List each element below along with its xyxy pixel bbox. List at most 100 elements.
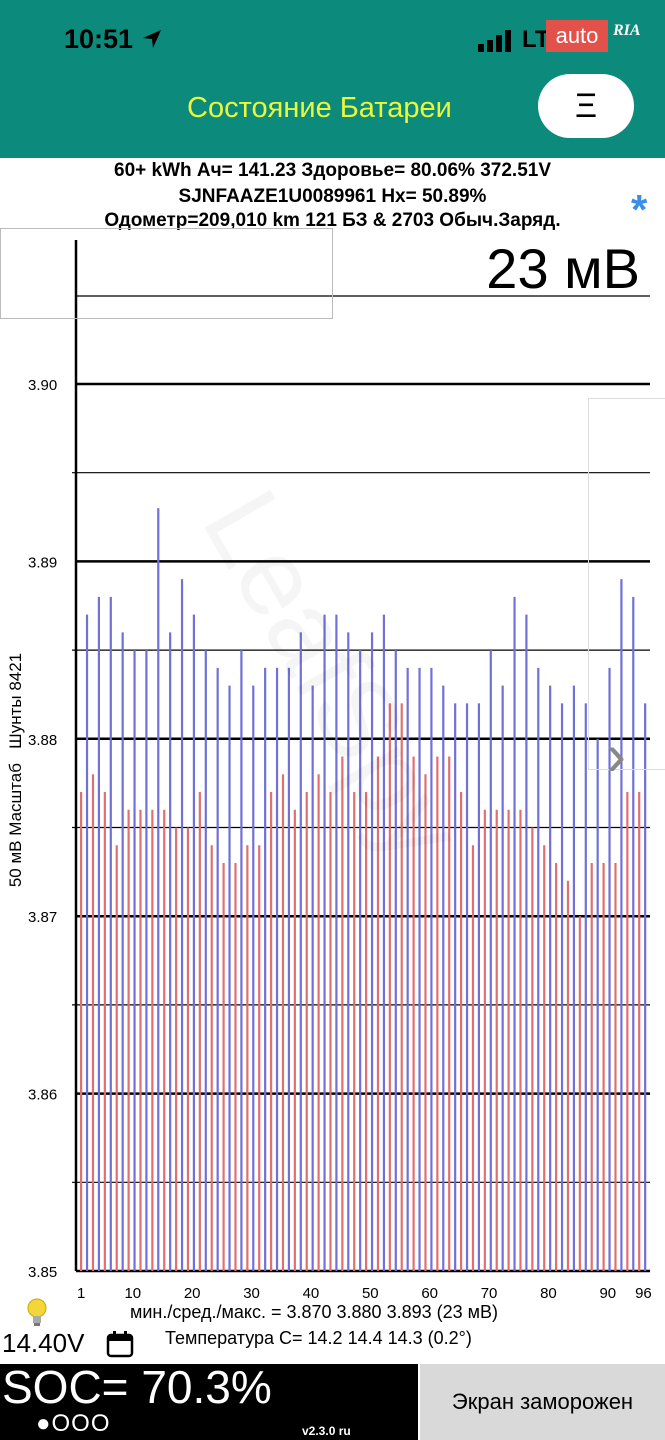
cell-bar-blue	[406, 667, 409, 1271]
cell-bar-blue	[216, 667, 219, 1271]
cell-bar-blue	[430, 667, 433, 1271]
cell-bar-red	[246, 845, 249, 1271]
cell-bar-red	[115, 845, 118, 1271]
cell-bar-red	[270, 792, 273, 1271]
cell-bar-blue	[537, 667, 540, 1271]
cell-bar-red	[495, 809, 498, 1271]
cell-bar-blue	[109, 596, 112, 1271]
cell-bar-red	[175, 827, 178, 1271]
cell-bar-blue	[121, 632, 124, 1271]
cell-bar-red	[258, 845, 261, 1271]
signal-strength-icon	[478, 30, 511, 52]
cell-bar-red	[234, 862, 237, 1271]
cell-bar-red	[483, 809, 486, 1271]
cell-bar-red	[424, 774, 427, 1271]
cell-bar-red	[305, 792, 308, 1271]
cell-bar-blue	[85, 614, 89, 1271]
x-tick-label: 90	[599, 1285, 616, 1300]
cell-bar-blue	[97, 596, 101, 1271]
clock: 10:51	[64, 24, 134, 54]
cell-bar-red	[460, 792, 463, 1271]
cell-bar-red	[543, 845, 546, 1271]
cell-bar-red	[210, 845, 213, 1271]
status-bar: 10:51 LT auto RIA	[0, 0, 665, 80]
cell-bar-blue	[596, 738, 599, 1271]
cell-bar-red	[436, 756, 439, 1271]
soc-value: SOC= 70.3%	[2, 1361, 272, 1413]
cell-bar-blue	[252, 685, 255, 1271]
network-type: LT	[522, 26, 550, 53]
cell-bar-blue	[632, 596, 635, 1271]
page-title: Состояние Батареи	[187, 92, 452, 124]
chevron-right-icon[interactable]: ›	[606, 721, 626, 788]
y-tick-label: 3.89	[28, 554, 57, 571]
location-arrow-icon	[143, 30, 161, 48]
x-tick-label: 96	[635, 1285, 652, 1300]
auto-badge-logo: auto	[546, 20, 608, 52]
cell-bar-blue	[287, 667, 291, 1271]
side-panel	[588, 398, 665, 770]
cell-bar-red	[198, 792, 201, 1271]
calendar-icon[interactable]	[106, 1330, 134, 1358]
cell-bar-red	[91, 774, 95, 1271]
cell-bar-red	[186, 827, 190, 1271]
cell-bar-red	[578, 916, 581, 1271]
x-tick-label: 20	[184, 1285, 201, 1300]
cell-bar-blue	[620, 579, 623, 1271]
cell-bar-red	[519, 809, 522, 1271]
cell-bar-red	[293, 809, 296, 1271]
cell-bar-red	[614, 862, 617, 1271]
cell-bar-blue	[180, 579, 184, 1271]
cell-bar-blue	[275, 667, 279, 1271]
cell-bar-blue	[228, 685, 231, 1271]
cell-bar-blue	[299, 632, 302, 1271]
y-tick-label: 3.90	[28, 377, 57, 394]
watermark-logo: LeafSpy	[179, 471, 487, 882]
cell-bar-blue	[311, 685, 314, 1271]
cell-bar-blue	[264, 667, 267, 1271]
aux-battery-voltage: 14.40V	[2, 1328, 85, 1358]
cell-bar-blue	[323, 614, 326, 1271]
cell-bar-blue	[608, 667, 611, 1271]
cell-bar-red	[448, 756, 451, 1271]
freeze-screen-button[interactable]: Экран заморожен	[420, 1364, 665, 1440]
cell-bar-red	[365, 792, 368, 1271]
app-version: v2.3.0 ru	[302, 1424, 351, 1438]
cell-bar-blue	[157, 508, 160, 1271]
lightbulb-icon[interactable]	[26, 1298, 48, 1328]
cell-bar-red	[353, 792, 356, 1271]
cell-bar-red	[163, 809, 166, 1271]
cell-bar-blue	[335, 614, 338, 1271]
battery-summary-line: 60+ kWh Ач= 141.23 Здоровье= 80.06% 372.…	[114, 160, 551, 181]
cell-bar-blue	[370, 632, 374, 1271]
cell-bar-blue	[501, 685, 504, 1271]
star-icon[interactable]: *	[631, 186, 648, 233]
cell-bar-blue	[584, 703, 587, 1271]
app-header: Состояние Батареи Ξ	[0, 74, 665, 158]
cell-bar-red	[103, 792, 106, 1271]
cell-bar-red	[329, 792, 332, 1271]
cell-bar-red	[139, 809, 142, 1271]
menu-button[interactable]: Ξ	[538, 74, 634, 138]
cell-bar-red	[566, 880, 570, 1271]
cell-bar-red	[400, 703, 403, 1271]
cell-bar-red	[281, 774, 285, 1271]
cell-bar-blue	[454, 703, 457, 1271]
x-tick-label: 1	[77, 1285, 85, 1300]
cell-bar-red	[590, 862, 593, 1271]
cell-bar-blue	[192, 614, 196, 1271]
cell-bar-red	[317, 774, 320, 1271]
vin-line: SJNFAAZE1U0089961 Hx= 50.89%	[178, 186, 487, 207]
min-avg-max-stats: мин./сред./макс. = 3.870 3.880 3.893 (23…	[130, 1302, 499, 1322]
cell-bar-red	[638, 792, 641, 1271]
cell-bar-red	[388, 703, 391, 1271]
cell-bar-red	[376, 756, 380, 1271]
ria-logo: RIA	[613, 22, 641, 39]
y-tick-label: 3.86	[28, 1087, 57, 1104]
x-tick-label: 50	[362, 1285, 379, 1300]
cell-bar-blue	[644, 703, 647, 1271]
cell-bar-blue	[442, 685, 445, 1271]
cell-bar-blue	[347, 632, 350, 1271]
page-indicator[interactable]: ●OOO	[36, 1410, 111, 1437]
cell-bar-blue	[525, 614, 528, 1271]
